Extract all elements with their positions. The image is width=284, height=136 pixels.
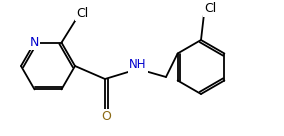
Text: N: N (30, 36, 39, 49)
Text: NH: NH (129, 58, 147, 72)
Text: O: O (101, 110, 111, 123)
Text: Cl: Cl (204, 2, 216, 16)
Text: Cl: Cl (76, 7, 89, 20)
